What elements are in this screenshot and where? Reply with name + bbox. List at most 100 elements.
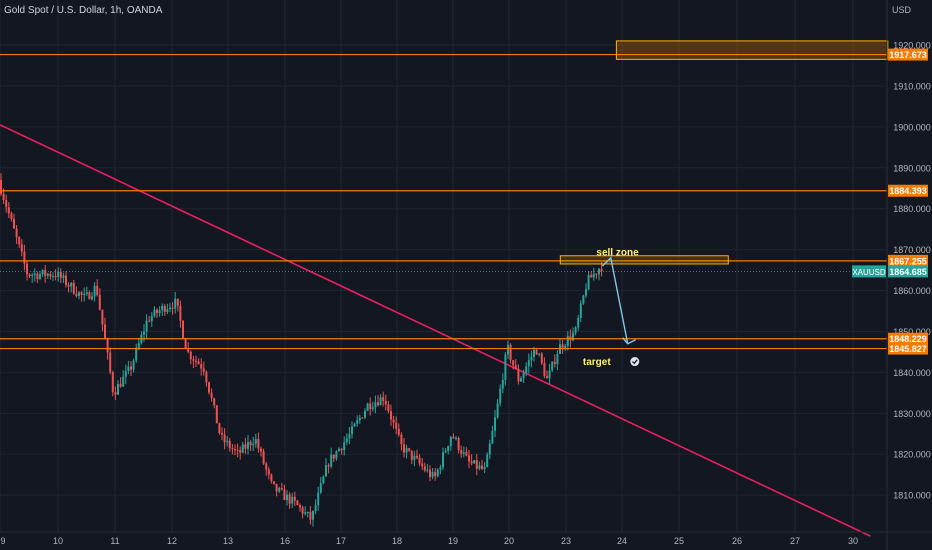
candle-body — [353, 423, 356, 427]
candle-body — [488, 443, 491, 455]
level-price-tag[interactable] — [888, 342, 928, 355]
candle-body — [361, 417, 364, 419]
zone-rect[interactable] — [559, 255, 729, 265]
level-price-label: 1917.673 — [889, 50, 927, 60]
time-axis[interactable]: 9 10 11 12 13 16 17 18 19 20 23 24 25 26 27 30 — [0, 531, 932, 546]
candle-body — [70, 282, 73, 287]
candle-body — [124, 370, 127, 377]
candle-body — [423, 466, 426, 471]
candle-body — [223, 434, 226, 443]
candle-body — [317, 492, 320, 506]
candle-body — [587, 274, 590, 290]
candle-body — [49, 274, 52, 277]
horizontal-levels[interactable] — [0, 53, 887, 350]
candle-body — [132, 360, 135, 370]
candle-body — [88, 292, 91, 300]
candle-body — [301, 507, 304, 514]
candle-body — [109, 352, 112, 373]
candle-body — [538, 353, 541, 355]
time-tick-label: 25 — [674, 536, 684, 546]
candle-body — [358, 417, 361, 421]
candle-body — [200, 364, 203, 369]
candle-body — [413, 455, 416, 460]
candle-body — [228, 440, 231, 449]
candle-body — [561, 344, 564, 349]
candle-body — [218, 423, 221, 434]
current-price-tag[interactable] — [888, 265, 928, 278]
candle-body — [377, 402, 379, 406]
candle-body — [0, 180, 2, 194]
candle-body — [338, 448, 340, 452]
candle-body — [429, 469, 431, 477]
candle-body — [330, 454, 333, 467]
candle-body — [434, 472, 437, 477]
price-tick-label: 1850.000 — [893, 327, 931, 337]
candle-body — [59, 271, 62, 278]
symbol-title: Gold Spot / U.S. Dollar, 1h, OANDA — [4, 5, 163, 16]
level-price-tag[interactable] — [888, 332, 928, 345]
price-tick-label: 1830.000 — [893, 409, 931, 419]
forecast-arrowhead[interactable] — [622, 337, 637, 345]
candle-body — [465, 452, 468, 456]
candle-body — [241, 444, 244, 453]
trendline-segment[interactable] — [0, 124, 871, 537]
time-tick-label: 10 — [53, 536, 63, 546]
candle-body — [163, 305, 166, 312]
candle-body — [335, 451, 338, 459]
price-tick-label: 1920.000 — [893, 41, 931, 51]
level-price-label: 1884.393 — [889, 186, 927, 196]
candle-body — [449, 436, 452, 447]
level-price-tag[interactable] — [888, 184, 928, 197]
level-price-tag[interactable] — [888, 254, 928, 267]
zone-rect[interactable] — [615, 40, 889, 60]
trendline[interactable] — [0, 124, 871, 537]
candle-body — [296, 500, 299, 506]
time-tick-label: 26 — [732, 536, 742, 546]
candle-body — [127, 366, 130, 371]
candle-body — [327, 465, 330, 467]
candle-body — [304, 512, 307, 514]
candle-body — [299, 505, 301, 508]
candle-body — [410, 450, 413, 460]
candle-body — [579, 303, 582, 318]
candle-body — [395, 422, 398, 429]
check-icon-mark — [632, 359, 638, 365]
annotations: sell zone target — [583, 247, 640, 368]
candle-body — [208, 382, 210, 393]
candle-body — [473, 460, 476, 464]
candle-body — [369, 403, 372, 410]
time-tick-label: 12 — [167, 536, 177, 546]
candle-body — [210, 392, 213, 399]
candle-body — [93, 285, 96, 297]
zones[interactable] — [559, 40, 889, 265]
candle-body — [244, 444, 247, 449]
candle-body — [390, 411, 392, 420]
candle-body — [574, 327, 577, 333]
candle-body — [559, 344, 561, 354]
candle-body — [416, 455, 418, 458]
candle-body — [431, 472, 434, 477]
candle-body — [483, 467, 486, 469]
forecast-arrow[interactable] — [601, 256, 637, 345]
candle-body — [507, 344, 509, 355]
candle-body — [455, 438, 457, 440]
candle-body — [148, 320, 151, 322]
forecast-path[interactable] — [601, 256, 629, 344]
candle-body — [161, 305, 164, 311]
candle-body — [72, 282, 75, 294]
candle-body — [2, 193, 5, 201]
candle-body — [106, 339, 109, 353]
time-tick-label: 16 — [280, 536, 290, 546]
candle-body — [408, 448, 411, 451]
candle-body — [215, 405, 218, 424]
candle-body — [312, 511, 314, 520]
candle-body — [522, 372, 525, 379]
price-tick-label: 1860.000 — [893, 286, 931, 296]
candle-body — [405, 448, 408, 453]
time-tick-label: 9 — [0, 536, 5, 546]
candle-body — [314, 505, 317, 512]
level-price-tag[interactable] — [888, 48, 928, 61]
